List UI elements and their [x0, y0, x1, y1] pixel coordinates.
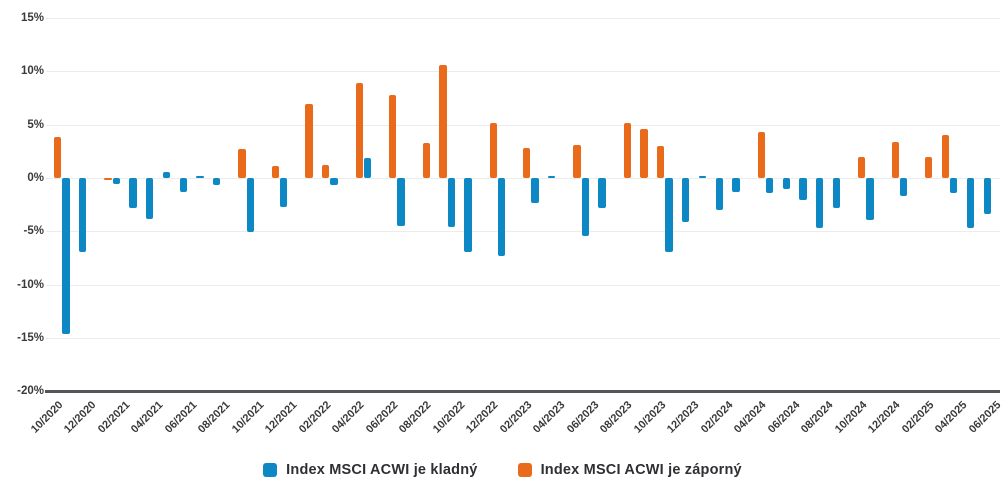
bar-12/2022 [489, 122, 497, 178]
bar-10/2020 [54, 137, 62, 178]
bar-06/2021 [179, 178, 187, 192]
bar-08/2022 [422, 142, 430, 178]
bar-01/2021 [104, 178, 112, 181]
y-axis-label: -20% [17, 385, 44, 398]
bar-09/2021 [238, 149, 246, 178]
chart-legend: Index MSCI ACWI je kladný Index MSCI ACW… [0, 462, 1005, 478]
bar-01/2022 [305, 104, 313, 178]
bar-02/2022 [322, 165, 330, 178]
bar-08/2024 [816, 178, 824, 229]
legend-item-zaporny: Index MSCI ACWI je záporný [517, 462, 742, 478]
legend-swatch-orange-icon [517, 463, 532, 477]
bar-03/2024 [732, 178, 740, 192]
bar-06/2022 [389, 94, 397, 178]
y-axis-label: 5% [27, 118, 44, 131]
gridline [46, 71, 1000, 73]
bar-07/2023 [598, 178, 606, 208]
bar-04/2022 [355, 83, 363, 178]
bar-05/2024 [765, 178, 774, 193]
bar-04/2024 [757, 132, 765, 178]
bar-07/2021 [196, 175, 204, 178]
bar-04/2021 [146, 178, 154, 219]
bar-01/2025 [899, 178, 908, 197]
bar-12/2021 [280, 178, 288, 207]
bar-11/2021 [271, 166, 280, 178]
bar-11/2022 [464, 178, 472, 252]
bar-06/2025 [983, 178, 991, 215]
bar-11/2020 [62, 178, 70, 334]
bar-02/2025 [925, 156, 933, 178]
bar-10/2021 [246, 178, 254, 233]
bar-09/2024 [832, 178, 841, 208]
gridline [46, 17, 1000, 19]
legend-label-zaporny: Index MSCI ACWI je záporný [540, 462, 742, 478]
bar-03/2022 [330, 178, 338, 186]
y-axis-label: 0% [27, 172, 44, 184]
bar-09/2023 [640, 128, 648, 178]
bar-01/2023 [497, 178, 506, 256]
bar-11/2024 [866, 178, 874, 220]
bar-10/2022 [447, 178, 455, 228]
y-axis-label: -5% [23, 225, 44, 238]
bar-01/2024 [698, 175, 707, 178]
bar-07/2022 [397, 178, 405, 226]
bar-08/2021 [213, 178, 221, 186]
gridline [46, 338, 1000, 340]
y-axis-label: -15% [17, 332, 44, 345]
bar-11/2023 [665, 178, 673, 252]
bar-02/2023 [523, 148, 531, 178]
bar-03/2023 [531, 178, 539, 203]
bar-05/2025 [966, 178, 975, 229]
bar-07/2024 [799, 178, 807, 201]
bar-12/2020 [79, 178, 87, 252]
bar-05/2021 [162, 171, 171, 178]
legend-swatch-blue-icon [263, 463, 278, 477]
x-axis-line [45, 390, 1000, 393]
bar-06/2024 [782, 178, 790, 189]
bar-10/2024 [858, 156, 866, 178]
gridline [46, 231, 1000, 233]
legend-label-kladny: Index MSCI ACWI je kladný [286, 462, 478, 478]
legend-item-kladny: Index MSCI ACWI je kladný [263, 462, 477, 478]
bar-04/2023 [548, 175, 556, 178]
bar-04/2025 [950, 178, 958, 193]
bar-03/2025 [941, 135, 950, 178]
bar-12/2024 [891, 141, 899, 178]
gridline [46, 284, 1000, 286]
bar-02/2021 [112, 178, 120, 185]
y-axis-label: 10% [20, 65, 44, 78]
bar-08/2023 [623, 122, 631, 178]
bar-10/2023 [657, 145, 665, 178]
bar-12/2023 [682, 178, 690, 222]
bar-06/2023 [581, 178, 589, 236]
gridline [46, 124, 1000, 126]
bar-02/2024 [715, 178, 723, 210]
bar-05/2023 [573, 144, 581, 178]
bar-09/2022 [439, 64, 447, 178]
bar-05/2022 [363, 157, 372, 178]
y-axis-label: -10% [17, 278, 44, 291]
y-axis-label: 15% [20, 11, 44, 24]
gridline [46, 178, 1000, 179]
bar-03/2021 [129, 178, 137, 208]
